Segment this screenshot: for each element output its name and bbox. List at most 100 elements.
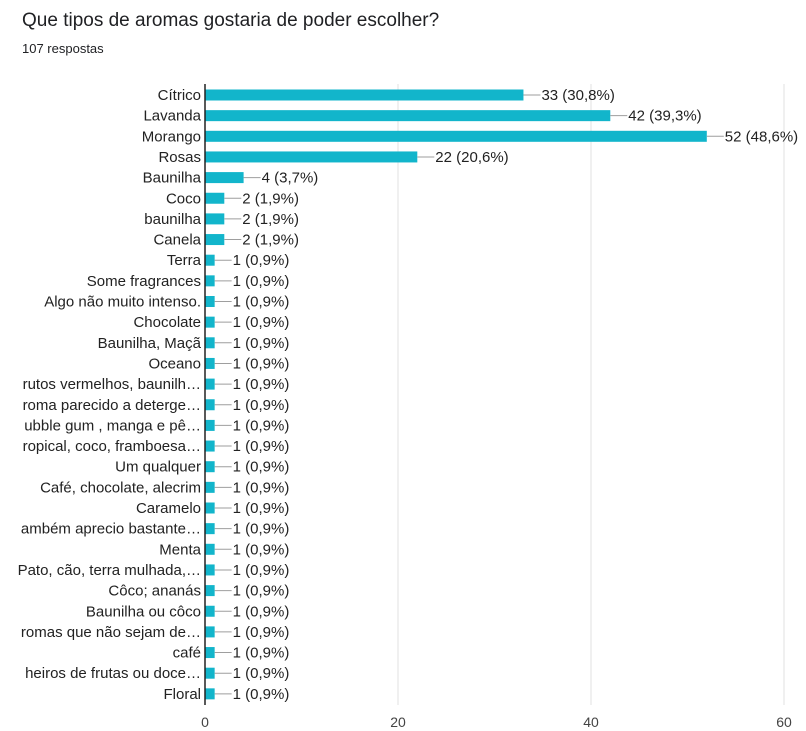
value-label: 1 (0,9%): [233, 459, 290, 476]
value-label: 1 (0,9%): [233, 645, 290, 662]
bar: [205, 564, 215, 576]
category-label: Floral: [163, 686, 201, 703]
bar: [205, 605, 215, 617]
bar: [205, 440, 215, 452]
x-tick-label: 40: [583, 714, 599, 730]
category-label: Morango: [142, 128, 201, 145]
value-label: 1 (0,9%): [233, 624, 290, 641]
bar: [205, 110, 611, 122]
category-label: heiros de frutas ou doce…: [25, 665, 201, 682]
category-label: Rosas: [158, 149, 201, 166]
bar: [205, 213, 225, 225]
value-label: 1 (0,9%): [233, 417, 290, 434]
category-label: Oceano: [148, 355, 201, 372]
category-label: Algo não muito intenso.: [44, 294, 201, 311]
bar: [205, 357, 215, 369]
value-label: 1 (0,9%): [233, 376, 290, 393]
chart-title: Que tipos de aromas gostaria de poder es…: [22, 10, 440, 31]
x-tick-label: 60: [776, 714, 792, 730]
category-label: Lavanda: [143, 108, 201, 125]
response-count: 107 respostas: [22, 41, 104, 56]
value-label: 1 (0,9%): [233, 273, 290, 290]
bar: [205, 502, 215, 514]
category-label: romas que não sejam de…: [21, 624, 201, 641]
value-label: 52 (48,6%): [725, 128, 798, 145]
category-label: Baunilha ou côco: [86, 603, 201, 620]
bar: [205, 481, 215, 493]
value-label: 2 (1,9%): [242, 211, 299, 228]
bar: [205, 130, 707, 142]
category-label: Cítrico: [158, 87, 201, 104]
value-label: 2 (1,9%): [242, 190, 299, 207]
category-label: café: [173, 645, 201, 662]
category-label: roma parecido a deterge…: [23, 397, 201, 414]
value-label: 1 (0,9%): [233, 521, 290, 538]
bar: [205, 647, 215, 659]
bar: [205, 543, 215, 555]
category-label: baunilha: [144, 211, 201, 228]
value-label: 1 (0,9%): [233, 252, 290, 269]
category-label: Some fragrances: [87, 273, 201, 290]
category-label: Baunilha, Maçã: [98, 335, 202, 352]
value-label: 1 (0,9%): [233, 438, 290, 455]
bar: [205, 667, 215, 679]
category-labels: Cítrico Lavanda Morango Rosas Baunilha Coco ba…: [18, 87, 202, 703]
bar: [205, 626, 215, 638]
category-label: Caramelo: [136, 500, 201, 517]
value-labels: 33 (30,8%) 42 (39,3%) 52 (48,6%) 22 (20,6%)…: [214, 87, 798, 703]
bar: [205, 151, 418, 163]
value-label: 4 (3,7%): [262, 170, 319, 187]
value-label: 1 (0,9%): [233, 355, 290, 372]
value-label: 22 (20,6%): [435, 149, 508, 166]
value-label: 1 (0,9%): [233, 294, 290, 311]
bar: [205, 419, 215, 431]
category-label: Canela: [153, 232, 201, 249]
value-label: 42 (39,3%): [628, 108, 701, 125]
bar: [205, 316, 215, 328]
value-label: 33 (30,8%): [541, 87, 614, 104]
bar: [205, 275, 215, 287]
value-label: 1 (0,9%): [233, 314, 290, 331]
bar: [205, 585, 215, 597]
value-label: 1 (0,9%): [233, 397, 290, 414]
bar: [205, 523, 215, 535]
bar: [205, 89, 524, 101]
grid-lines: [397, 84, 785, 705]
x-tick-label: 0: [201, 714, 209, 730]
bar: [205, 378, 215, 390]
value-label: 1 (0,9%): [233, 562, 290, 579]
bar: [205, 461, 215, 473]
category-label: Terra: [167, 252, 202, 269]
bar: [205, 337, 215, 349]
value-label: 1 (0,9%): [233, 583, 290, 600]
category-label: Café, chocolate, alecrim: [40, 479, 201, 496]
x-axis-ticks: 0 20 40 60: [201, 714, 792, 730]
value-label: 1 (0,9%): [233, 686, 290, 703]
x-tick-label: 20: [390, 714, 406, 730]
category-label: Um qualquer: [115, 459, 201, 476]
value-label: 1 (0,9%): [233, 665, 290, 682]
category-label: Baunilha: [143, 170, 202, 187]
category-label: Coco: [166, 190, 201, 207]
value-label: 1 (0,9%): [233, 335, 290, 352]
category-label: ropical, coco, framboesa…: [23, 438, 201, 455]
value-label: 1 (0,9%): [233, 603, 290, 620]
category-label: Pato, cão, terra mulhada,…: [18, 562, 201, 579]
value-label: 2 (1,9%): [242, 232, 299, 249]
bar: [205, 399, 215, 411]
category-label: Menta: [159, 541, 201, 558]
category-label: Côco; ananás: [108, 583, 201, 600]
bars: [205, 89, 707, 700]
category-label: ambém aprecio bastante…: [21, 521, 201, 538]
category-label: Chocolate: [133, 314, 201, 331]
value-label: 1 (0,9%): [233, 541, 290, 558]
bar: [205, 172, 244, 184]
category-label: ubble gum , manga e pê…: [24, 417, 201, 434]
bar: [205, 234, 225, 246]
bar: [205, 688, 215, 700]
value-label: 1 (0,9%): [233, 479, 290, 496]
bar: [205, 254, 215, 266]
value-label: 1 (0,9%): [233, 500, 290, 517]
bar: [205, 192, 225, 204]
